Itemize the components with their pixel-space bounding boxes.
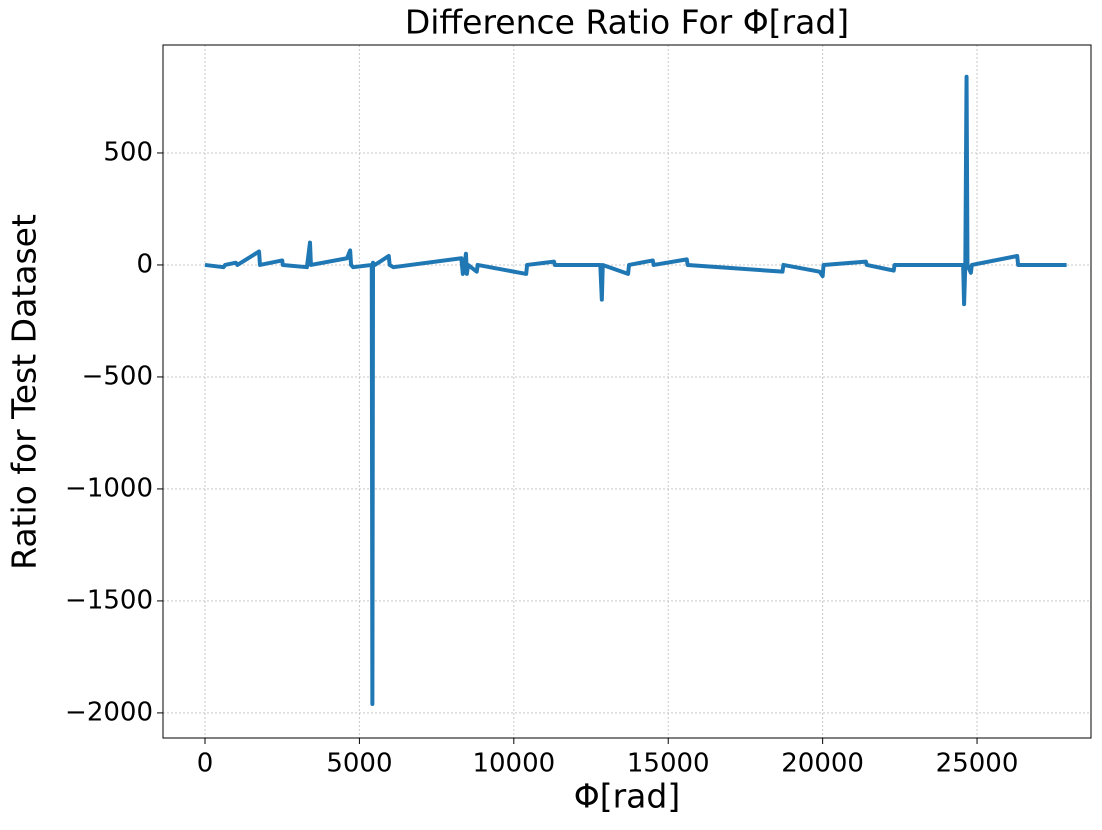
- chart-title: Difference Ratio For Φ[rad]: [405, 3, 849, 42]
- y-tick-label: −1000: [65, 473, 153, 503]
- x-tick-label: 20000: [781, 749, 864, 779]
- x-tick-label: 5000: [326, 749, 392, 779]
- x-tick-label: 15000: [627, 749, 710, 779]
- data-line: [204, 74, 1067, 706]
- y-tick-label: −1500: [65, 585, 153, 615]
- x-tick-label: 0: [197, 749, 214, 779]
- x-tick-label: 25000: [936, 749, 1019, 779]
- y-tick-label: 0: [136, 249, 153, 279]
- y-tick-label: −2000: [65, 697, 153, 727]
- y-tick-label: −500: [82, 361, 153, 391]
- x-axis-label: Φ[rad]: [574, 777, 680, 816]
- plot-frame: [162, 44, 1092, 739]
- y-tick-label: 500: [103, 137, 153, 167]
- y-axis-label: Ratio for Test Dataset: [5, 214, 44, 570]
- x-tick-label: 10000: [472, 749, 555, 779]
